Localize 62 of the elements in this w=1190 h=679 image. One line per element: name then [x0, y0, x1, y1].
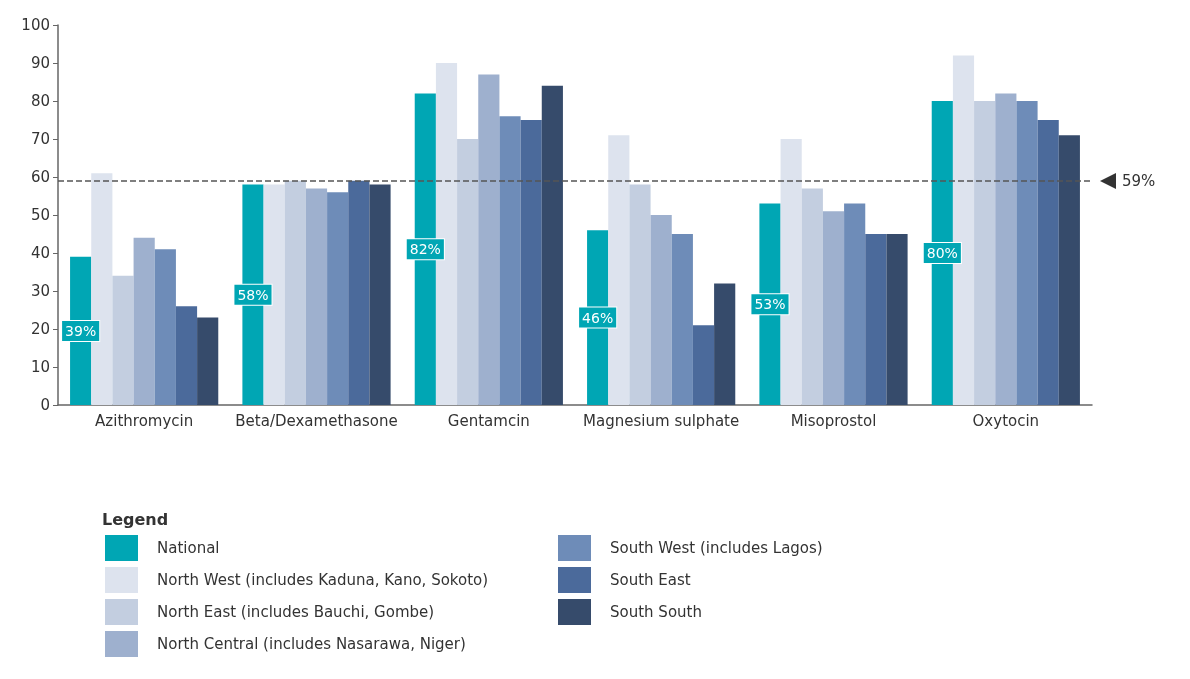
bar: [154, 249, 176, 405]
x-tick-label: Oxytocin: [972, 411, 1040, 430]
y-tick-label: 70: [30, 130, 50, 148]
y-tick-label: 40: [30, 244, 50, 262]
bar: [974, 101, 996, 405]
legend-title: Legend: [102, 509, 169, 529]
data-label: 58%: [237, 286, 269, 303]
data-label: 80%: [926, 245, 958, 261]
bar: [478, 74, 500, 405]
bar: [305, 188, 328, 405]
x-tick-label: Beta/Dexamethasone: [235, 411, 398, 430]
bar: [692, 325, 715, 405]
y-tick-label: 50: [30, 206, 50, 224]
bar: [112, 275, 134, 405]
bar: [327, 192, 349, 405]
ref-line-label: 59%: [1122, 171, 1156, 190]
bar: [499, 116, 521, 405]
bar: [175, 306, 198, 405]
data-label: 39%: [65, 322, 97, 339]
y-tick-label: 60: [30, 168, 50, 186]
data-label: 53%: [754, 296, 786, 313]
x-tick-label: Azithromycin: [95, 411, 194, 430]
bar: [629, 184, 651, 405]
bar: [1037, 120, 1059, 405]
bar: [865, 234, 887, 405]
x-tick-label: Magnesium sulphate: [583, 411, 740, 430]
y-tick-label: 10: [30, 358, 50, 376]
y-tick-label: 100: [21, 16, 50, 34]
bar: [284, 180, 306, 405]
bar: [520, 120, 542, 405]
y-tick-label: 90: [30, 54, 50, 72]
bar: [801, 188, 823, 405]
bar: [671, 234, 693, 405]
bar: [457, 139, 479, 405]
bar: [348, 180, 370, 405]
legend-label: South West (includes Lagos): [610, 539, 823, 557]
legend-label: National: [157, 539, 220, 557]
data-label: 82%: [409, 241, 441, 258]
bar: [133, 237, 155, 405]
bar: [714, 283, 736, 405]
legend-label: North East (includes Bauchi, Gombe): [157, 603, 435, 621]
y-tick-label: 80: [30, 92, 50, 110]
y-tick-label: 30: [30, 282, 50, 300]
bar: [1016, 101, 1038, 405]
bar: [197, 317, 219, 405]
legend-label: South South: [610, 603, 702, 621]
bar: [995, 93, 1017, 405]
x-tick-label: Misoprostol: [790, 411, 877, 430]
y-tick-label: 0: [40, 396, 50, 414]
legend-label: North Central (includes Nasarawa, Niger): [157, 635, 466, 653]
bar: [541, 85, 563, 405]
bar: [822, 211, 845, 405]
bar: [886, 234, 908, 405]
bar: [1058, 135, 1080, 405]
legend-label: North West (includes Kaduna, Kano, Sokoto): [157, 571, 489, 589]
data-label: 46%: [582, 309, 614, 326]
bar: [844, 203, 866, 405]
legend-label: South East: [610, 571, 691, 589]
bar: [650, 215, 672, 405]
bar: [369, 184, 391, 405]
y-tick-label: 20: [30, 320, 50, 338]
x-tick-label: Gentamcin: [447, 411, 530, 430]
